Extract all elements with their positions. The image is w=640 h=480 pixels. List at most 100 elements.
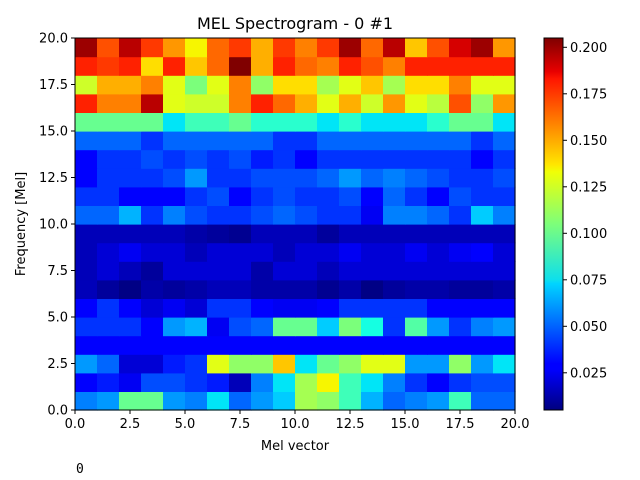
heatmap-cell [185, 168, 208, 188]
heatmap-cell [97, 131, 120, 151]
heatmap-cell [471, 242, 494, 262]
heatmap-cell [75, 168, 98, 188]
heatmap-cell [141, 205, 164, 225]
heatmap-cell [339, 354, 362, 374]
heatmap-cell [383, 242, 406, 262]
heatmap-cell [229, 205, 252, 225]
heatmap-cell [207, 335, 230, 355]
heatmap-cell [185, 205, 208, 225]
heatmap-cell [97, 38, 120, 58]
heatmap-cell [427, 205, 450, 225]
heatmap-cell [207, 186, 230, 206]
heatmap-cell [119, 56, 142, 76]
heatmap-cell [317, 131, 340, 151]
heatmap-cell [361, 224, 384, 244]
heatmap-cell [295, 205, 318, 225]
x-axis-ticks: 0.0 2.5 5.0 7.5 10.0 12.5 15.0 17.5 20.0 [65, 410, 530, 432]
heatmap-cell [207, 93, 230, 113]
heatmap-cell [185, 279, 208, 299]
heatmap-cell [251, 391, 274, 411]
heatmap-cell [185, 298, 208, 318]
heatmap-cell [449, 242, 472, 262]
heatmap-cell [75, 391, 98, 411]
heatmap-cell [97, 93, 120, 113]
heatmap-cell [97, 317, 120, 337]
heatmap-cell [141, 38, 164, 58]
heatmap-cell [273, 131, 296, 151]
heatmap-cell [75, 75, 98, 95]
heatmap-cell [405, 75, 428, 95]
heatmap-cell [405, 298, 428, 318]
heatmap-cell [273, 224, 296, 244]
heatmap-cell [383, 131, 406, 151]
heatmap-cell [317, 168, 340, 188]
heatmap-cell [361, 261, 384, 281]
heatmap-cell [493, 131, 516, 151]
heatmap-cell [229, 354, 252, 374]
heatmap-cell [471, 298, 494, 318]
heatmap-cell [383, 75, 406, 95]
heatmap-cell [185, 317, 208, 337]
heatmap-cell [207, 224, 230, 244]
heatmap-cell [97, 56, 120, 76]
heatmap-cell [273, 112, 296, 132]
heatmap-cell [273, 186, 296, 206]
heatmap-cell [339, 279, 362, 299]
heatmap-cell [75, 354, 98, 374]
heatmap-cell [449, 75, 472, 95]
heatmap-cell [405, 261, 428, 281]
heatmap-cell [185, 391, 208, 411]
heatmap-cell [141, 317, 164, 337]
heatmap-cell [251, 224, 274, 244]
heatmap-cell [185, 38, 208, 58]
heatmap-cell [493, 298, 516, 318]
heatmap-cell [295, 112, 318, 132]
heatmap-cell [97, 224, 120, 244]
heatmap-cell [75, 298, 98, 318]
heatmap-cell [163, 261, 186, 281]
heatmap-cell [75, 372, 98, 392]
heatmap-cell [163, 298, 186, 318]
heatmap-cell [427, 298, 450, 318]
heatmap-cell [141, 75, 164, 95]
heatmap-cell [273, 149, 296, 169]
colorbar-tick-label: 0.125 [570, 180, 607, 195]
heatmap-cell [119, 335, 142, 355]
heatmap-cell [185, 261, 208, 281]
heatmap-cell [361, 38, 384, 58]
heatmap-cell [163, 224, 186, 244]
heatmap-cell [427, 93, 450, 113]
heatmap-cell [427, 242, 450, 262]
colorbar [543, 37, 564, 411]
heatmap-cell [493, 205, 516, 225]
heatmap-cell [449, 279, 472, 299]
heatmap-cell [493, 38, 516, 58]
heatmap-cell [75, 186, 98, 206]
heatmap-cell [207, 354, 230, 374]
x-tick-label: 20.0 [501, 417, 530, 432]
heatmap-cell [295, 242, 318, 262]
heatmap-cell [449, 168, 472, 188]
heatmap-cell [361, 56, 384, 76]
y-tick-label: 5.0 [47, 311, 68, 326]
heatmap-cell [273, 38, 296, 58]
heatmap-cell [273, 75, 296, 95]
heatmap-cell [207, 279, 230, 299]
heatmap-cell [229, 335, 252, 355]
heatmap-cell [493, 242, 516, 262]
heatmap-cell [163, 75, 186, 95]
heatmap-cell [471, 317, 494, 337]
heatmap-cell [471, 56, 494, 76]
heatmap-cell [207, 372, 230, 392]
heatmap-cell [295, 372, 318, 392]
heatmap-cell [141, 335, 164, 355]
heatmap-cell [207, 38, 230, 58]
heatmap-cell [251, 261, 274, 281]
heatmap-cell [207, 391, 230, 411]
spectrogram-figure: MEL Spectrogram - 0 #1 0.0 2.5 5.0 7.5 10.0 1… [14, 14, 607, 454]
heatmap-cell [207, 56, 230, 76]
heatmap-cell [383, 149, 406, 169]
heatmap-cell [97, 391, 120, 411]
heatmap-cell [317, 75, 340, 95]
y-tick-label: 2.5 [47, 357, 68, 372]
